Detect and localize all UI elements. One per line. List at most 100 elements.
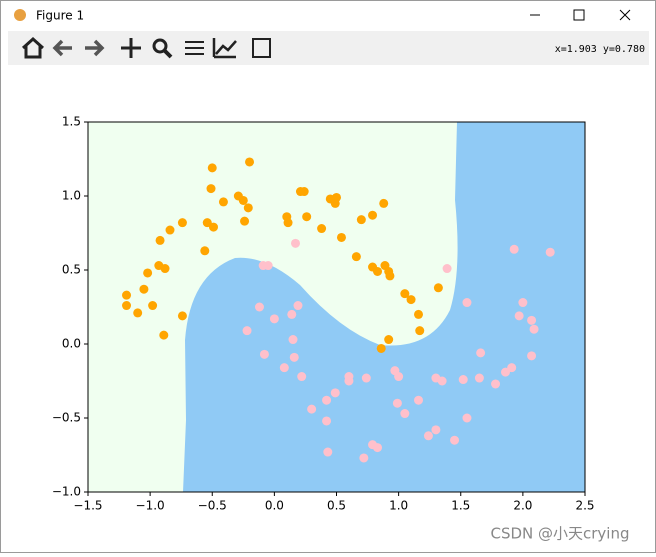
scatter-point — [356, 215, 366, 225]
scatter-point — [518, 298, 528, 308]
scatter-point — [500, 367, 510, 377]
forward-button[interactable] — [85, 39, 105, 57]
x-tick-label: −0.5 — [198, 499, 227, 513]
plot: −1.5 −1.0 −0.5 0.0 0.5 1.0 1.5 2.0 2.5−1.0−0.50.… — [52, 115, 595, 513]
y-tick-label: 0.0 — [62, 337, 81, 351]
scatter-point — [379, 198, 389, 208]
y-tick-label: −0.5 — [52, 411, 81, 425]
scatter-point — [458, 375, 468, 385]
scatter-point — [368, 210, 378, 220]
scatter-point — [302, 212, 312, 222]
scatter-point — [507, 363, 517, 373]
window-title: Figure 1 — [36, 9, 84, 23]
scatter-point — [330, 198, 340, 208]
y-tick-label: −1.0 — [52, 485, 81, 499]
scatter-point — [491, 379, 501, 389]
scatter-point — [385, 271, 395, 281]
y-tick-label: 0.5 — [62, 263, 81, 277]
x-tick-label: −1.5 — [73, 499, 102, 513]
scatter-point — [133, 308, 143, 318]
scatter-point — [361, 373, 371, 383]
x-tick-label: 2.5 — [575, 499, 594, 513]
scatter-point — [527, 351, 537, 361]
scatter-point — [462, 413, 472, 423]
zoom-button[interactable] — [152, 38, 173, 59]
pan-button[interactable] — [121, 38, 141, 58]
customize-button[interactable] — [212, 38, 237, 59]
scatter-point — [148, 301, 158, 311]
scatter-point — [240, 216, 250, 226]
scatter-point — [202, 218, 212, 228]
home-button[interactable] — [21, 36, 45, 59]
scatter-point — [122, 290, 132, 300]
scatter-point — [423, 431, 433, 441]
scatter-point — [283, 218, 293, 228]
axes-frame — [87, 121, 586, 493]
scatter-point — [317, 224, 327, 234]
scatter-point — [290, 238, 300, 248]
scatter-point — [245, 157, 255, 167]
scatter-point — [373, 443, 383, 453]
scatter-point — [442, 264, 452, 274]
scatter-point — [297, 372, 307, 382]
scatter-point — [394, 372, 404, 382]
scatter-point — [414, 309, 424, 319]
scatter-point — [288, 335, 298, 345]
scatter-point — [400, 409, 410, 419]
toolbar — [8, 31, 649, 65]
scatter-point — [293, 301, 303, 311]
scatter-point — [433, 283, 443, 293]
scatter-point — [299, 187, 309, 197]
scatter-point — [122, 301, 132, 311]
scatter-point — [476, 348, 486, 358]
scatter-point — [243, 203, 253, 213]
x-tick-label: 2.0 — [513, 499, 532, 513]
y-tick-label: 1.0 — [62, 189, 81, 203]
y-tick-label: 1.5 — [62, 115, 81, 129]
scatter-point — [218, 197, 228, 207]
scatter-point — [155, 235, 165, 245]
scatter-point — [322, 416, 332, 426]
scatter-point — [384, 335, 394, 345]
scatter-point — [336, 232, 346, 242]
save-button[interactable] — [252, 38, 271, 58]
scatter-point — [322, 395, 332, 405]
scatter-point — [373, 266, 383, 276]
x-tick-label: −1.0 — [136, 499, 165, 513]
scatter-point — [279, 363, 289, 373]
scatter-point — [177, 218, 187, 228]
scatter-point — [462, 298, 472, 308]
scatter-point — [206, 184, 216, 194]
subplots-button[interactable] — [185, 41, 204, 55]
scatter-point — [207, 163, 217, 173]
scatter-point — [143, 268, 153, 278]
app-icon — [14, 9, 26, 21]
cursor-status: x=1.903 y=0.780 — [555, 44, 645, 55]
scatter-point — [139, 284, 149, 294]
scatter-point — [344, 376, 354, 386]
x-tick-label: 1.5 — [451, 499, 470, 513]
scatter-point — [527, 315, 537, 325]
x-tick-label: 0.5 — [327, 499, 346, 513]
scatter-point — [474, 373, 484, 383]
decision-regions — [88, 122, 585, 492]
x-tick-label: 1.0 — [389, 499, 408, 513]
watermark: CSDN @小天crying — [490, 525, 629, 543]
back-button[interactable] — [52, 39, 72, 57]
x-tick-label: 0.0 — [265, 499, 284, 513]
maximize-button[interactable] — [573, 9, 585, 21]
scatter-point — [200, 246, 210, 256]
title-bar: Figure 1 — [14, 9, 631, 23]
scatter-point — [351, 252, 361, 262]
scatter-point — [208, 222, 218, 232]
scatter-point — [269, 314, 279, 324]
scatter-point — [437, 376, 447, 386]
scatter-point — [359, 453, 369, 463]
scatter-point — [159, 330, 169, 340]
scatter-point — [259, 349, 269, 359]
scatter-point — [376, 343, 386, 353]
scatter-point — [165, 225, 175, 235]
scatter-point — [431, 425, 441, 435]
close-button[interactable] — [619, 9, 631, 21]
scatter-point — [392, 398, 402, 408]
